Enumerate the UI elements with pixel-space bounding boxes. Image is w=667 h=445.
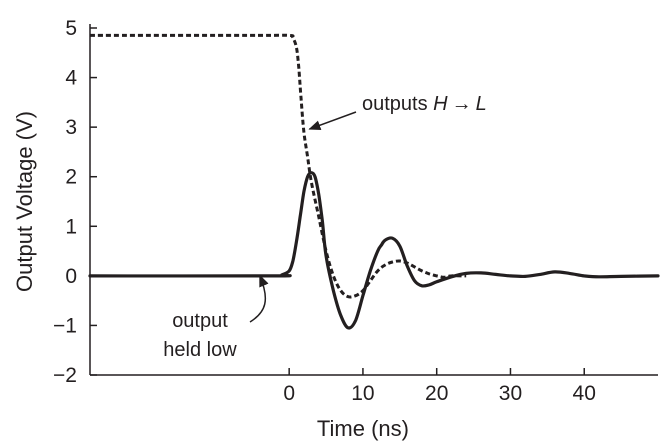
y-tick-label: −1 — [53, 314, 77, 337]
y-tick-label: 2 — [65, 166, 77, 189]
x-tick-label: 40 — [573, 382, 596, 405]
annotation-text-prefix: outputs — [362, 93, 433, 115]
tick-labels: −2 −1 0 1 2 3 4 5 0 10 20 30 40 — [53, 17, 596, 405]
y-tick-label: 3 — [65, 116, 77, 139]
annotation-output-held-low: output held low — [163, 274, 269, 361]
annotation-outputs-h-to-l: outputs H → L — [308, 93, 487, 131]
annotation-text-l: L — [476, 93, 487, 115]
annotation-output-label: output — [172, 310, 228, 332]
annotation-arrow — [308, 111, 357, 131]
y-tick-label: 5 — [65, 17, 77, 40]
y-tick-label: 0 — [65, 265, 77, 288]
y-axis-title: Output Voltage (V) — [12, 111, 37, 292]
x-tick-label: 0 — [283, 382, 295, 405]
y-tick-label: −2 — [53, 364, 77, 387]
x-tick-label: 30 — [499, 382, 522, 405]
x-tick-label: 10 — [351, 382, 374, 405]
plot-area — [88, 33, 660, 330]
y-tick-label: 1 — [65, 215, 77, 238]
series-solid-line — [88, 171, 660, 330]
annotation-arrow — [249, 274, 269, 323]
x-axis-title: Time (ns) — [317, 416, 409, 441]
series-dashed-line — [89, 33, 467, 299]
y-tick-label: 4 — [65, 67, 77, 90]
annotation-held-low-label: held low — [163, 339, 237, 361]
annotation-outputs-label: outputs H → L — [362, 93, 487, 115]
x-tick-label: 20 — [425, 382, 448, 405]
axes — [89, 24, 658, 376]
annotation-arrow-glyph: → — [452, 93, 472, 115]
annotation-text-h: H — [433, 93, 448, 115]
